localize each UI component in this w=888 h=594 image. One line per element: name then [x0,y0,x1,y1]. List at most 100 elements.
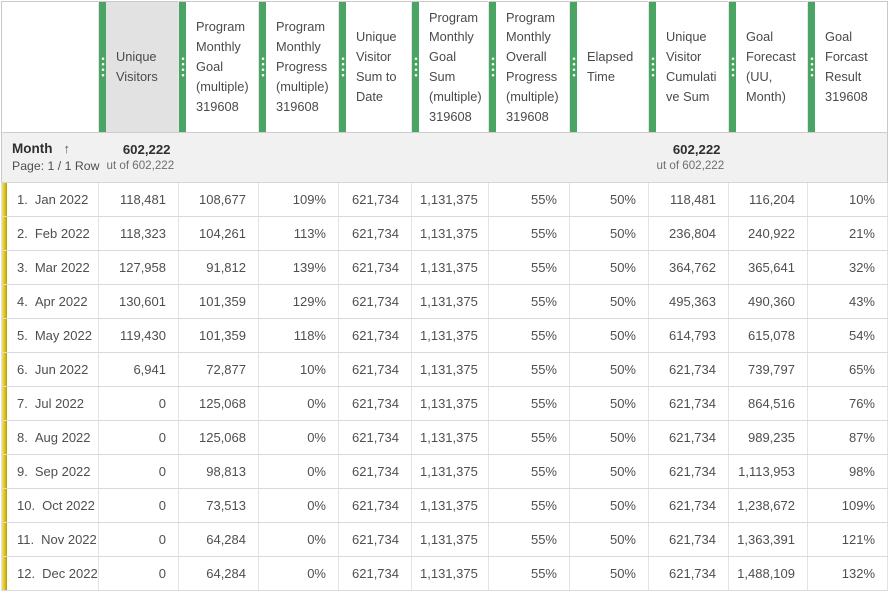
column-drag-handle-icon[interactable] [99,2,106,132]
cell-program-monthly-goal[interactable]: 104,261 [178,216,259,251]
cell-program-monthly-overall-progress[interactable]: 55% [488,522,570,557]
column-header-unique-visitors[interactable]: Unique Visitors [98,1,179,133]
cell-program-monthly-progress[interactable]: 0% [258,556,339,591]
row-axis-sort-cell[interactable]: Month ↑ Page: 1 / 1 Row [1,132,100,183]
cell-unique-visitor-cumulative-sum[interactable]: 621,734 [648,556,729,591]
cell-goal-forecast[interactable]: 240,922 [728,216,808,251]
column-header-goal-forcast-result[interactable]: Goal Forcast Result 319608 [807,1,888,133]
cell-program-monthly-overall-progress[interactable]: 55% [488,318,570,353]
cell-goal-forcast-result[interactable]: 132% [807,556,888,591]
cell-program-monthly-progress[interactable]: 113% [258,216,339,251]
cell-elapsed-time[interactable]: 50% [569,488,649,523]
cell-unique-visitor-sum-to-date[interactable]: 621,734 [338,352,412,387]
cell-program-monthly-goal[interactable]: 125,068 [178,386,259,421]
cell-unique-visitor-cumulative-sum[interactable]: 236,804 [648,216,729,251]
cell-program-monthly-progress[interactable]: 0% [258,386,339,421]
cell-unique-visitor-sum-to-date[interactable]: 621,734 [338,522,412,557]
cell-unique-visitor-sum-to-date[interactable]: 621,734 [338,488,412,523]
column-drag-handle-icon[interactable] [259,2,266,132]
cell-goal-forcast-result[interactable]: 54% [807,318,888,353]
cell-program-monthly-progress[interactable]: 118% [258,318,339,353]
cell-elapsed-time[interactable]: 50% [569,216,649,251]
cell-unique-visitors[interactable]: 0 [98,454,179,489]
cell-program-monthly-overall-progress[interactable]: 55% [488,454,570,489]
cell-goal-forecast[interactable]: 1,238,672 [728,488,808,523]
table-row[interactable]: 7. Jul 2022 0 125,068 0% 621,734 1,131,37… [1,386,888,421]
cell-elapsed-time[interactable]: 50% [569,420,649,455]
cell-program-monthly-overall-progress[interactable]: 55% [488,284,570,319]
cell-program-monthly-progress[interactable]: 0% [258,488,339,523]
cell-goal-forecast[interactable]: 864,516 [728,386,808,421]
cell-unique-visitor-sum-to-date[interactable]: 621,734 [338,250,412,285]
cell-program-monthly-progress[interactable]: 0% [258,454,339,489]
table-row[interactable]: 10. Oct 2022 0 73,513 0% 621,734 1,131,37… [1,488,888,523]
cell-program-monthly-goal-sum[interactable]: 1,131,375 [411,182,489,217]
cell-goal-forcast-result[interactable]: 10% [807,182,888,217]
table-row[interactable]: 9. Sep 2022 0 98,813 0% 621,734 1,131,375… [1,454,888,489]
cell-goal-forcast-result[interactable]: 121% [807,522,888,557]
cell-program-monthly-goal-sum[interactable]: 1,131,375 [411,318,489,353]
cell-goal-forecast[interactable]: 490,360 [728,284,808,319]
cell-unique-visitor-sum-to-date[interactable]: 621,734 [338,182,412,217]
cell-program-monthly-progress[interactable]: 0% [258,420,339,455]
row-label-cell[interactable]: 7. Jul 2022 [1,386,99,421]
cell-program-monthly-goal[interactable]: 64,284 [178,556,259,591]
row-label-cell[interactable]: 11. Nov 2022 [1,522,99,557]
cell-program-monthly-goal[interactable]: 101,359 [178,318,259,353]
cell-unique-visitor-sum-to-date[interactable]: 621,734 [338,420,412,455]
column-header-program-monthly-overall-progress[interactable]: Program Monthly Overall Progress (multip… [488,1,570,133]
cell-program-monthly-goal-sum[interactable]: 1,131,375 [411,488,489,523]
cell-unique-visitor-sum-to-date[interactable]: 621,734 [338,454,412,489]
column-drag-handle-icon[interactable] [808,2,815,132]
cell-goal-forecast[interactable]: 1,488,109 [728,556,808,591]
cell-elapsed-time[interactable]: 50% [569,182,649,217]
cell-program-monthly-progress[interactable]: 129% [258,284,339,319]
cell-unique-visitors[interactable]: 118,323 [98,216,179,251]
row-label-cell[interactable]: 5. May 2022 [1,318,99,353]
cell-program-monthly-goal[interactable]: 91,812 [178,250,259,285]
cell-goal-forecast[interactable]: 1,363,391 [728,522,808,557]
cell-unique-visitors[interactable]: 127,958 [98,250,179,285]
cell-unique-visitor-sum-to-date[interactable]: 621,734 [338,216,412,251]
row-label-cell[interactable]: 6. Jun 2022 [1,352,99,387]
cell-goal-forcast-result[interactable]: 87% [807,420,888,455]
cell-unique-visitors[interactable]: 0 [98,556,179,591]
cell-goal-forcast-result[interactable]: 21% [807,216,888,251]
table-row[interactable]: 11. Nov 2022 0 64,284 0% 621,734 1,131,37… [1,522,888,557]
cell-program-monthly-overall-progress[interactable]: 55% [488,420,570,455]
cell-program-monthly-goal[interactable]: 108,677 [178,182,259,217]
column-header-elapsed-time[interactable]: Elapsed Time [569,1,649,133]
table-row[interactable]: 8. Aug 2022 0 125,068 0% 621,734 1,131,37… [1,420,888,455]
cell-program-monthly-progress[interactable]: 109% [258,182,339,217]
cell-program-monthly-goal[interactable]: 64,284 [178,522,259,557]
cell-unique-visitor-cumulative-sum[interactable]: 621,734 [648,352,729,387]
table-row[interactable]: 4. Apr 2022 130,601 101,359 129% 621,734 … [1,284,888,319]
table-row[interactable]: 1. Jan 2022 118,481 108,677 109% 621,734 … [1,182,888,217]
cell-goal-forecast[interactable]: 365,641 [728,250,808,285]
cell-unique-visitors[interactable]: 119,430 [98,318,179,353]
cell-elapsed-time[interactable]: 50% [569,522,649,557]
cell-unique-visitors[interactable]: 6,941 [98,352,179,387]
column-drag-handle-icon[interactable] [570,2,577,132]
cell-unique-visitor-sum-to-date[interactable]: 621,734 [338,318,412,353]
cell-goal-forecast[interactable]: 116,204 [728,182,808,217]
cell-elapsed-time[interactable]: 50% [569,284,649,319]
table-row[interactable]: 6. Jun 2022 6,941 72,877 10% 621,734 1,13… [1,352,888,387]
cell-unique-visitors[interactable]: 0 [98,488,179,523]
row-label-cell[interactable]: 8. Aug 2022 [1,420,99,455]
cell-goal-forcast-result[interactable]: 76% [807,386,888,421]
cell-unique-visitors[interactable]: 0 [98,386,179,421]
cell-program-monthly-overall-progress[interactable]: 55% [488,352,570,387]
cell-program-monthly-overall-progress[interactable]: 55% [488,250,570,285]
cell-unique-visitor-cumulative-sum[interactable]: 621,734 [648,454,729,489]
column-drag-handle-icon[interactable] [649,2,656,132]
cell-program-monthly-goal[interactable]: 73,513 [178,488,259,523]
cell-unique-visitor-cumulative-sum[interactable]: 621,734 [648,488,729,523]
cell-program-monthly-goal-sum[interactable]: 1,131,375 [411,556,489,591]
column-header-goal-forecast[interactable]: Goal Forecast (UU, Month) [728,1,808,133]
table-row[interactable]: 12. Dec 2022 0 64,284 0% 621,734 1,131,37… [1,556,888,591]
row-label-cell[interactable]: 12. Dec 2022 [1,556,99,591]
cell-unique-visitor-cumulative-sum[interactable]: 364,762 [648,250,729,285]
cell-program-monthly-overall-progress[interactable]: 55% [488,488,570,523]
cell-unique-visitors[interactable]: 0 [98,522,179,557]
